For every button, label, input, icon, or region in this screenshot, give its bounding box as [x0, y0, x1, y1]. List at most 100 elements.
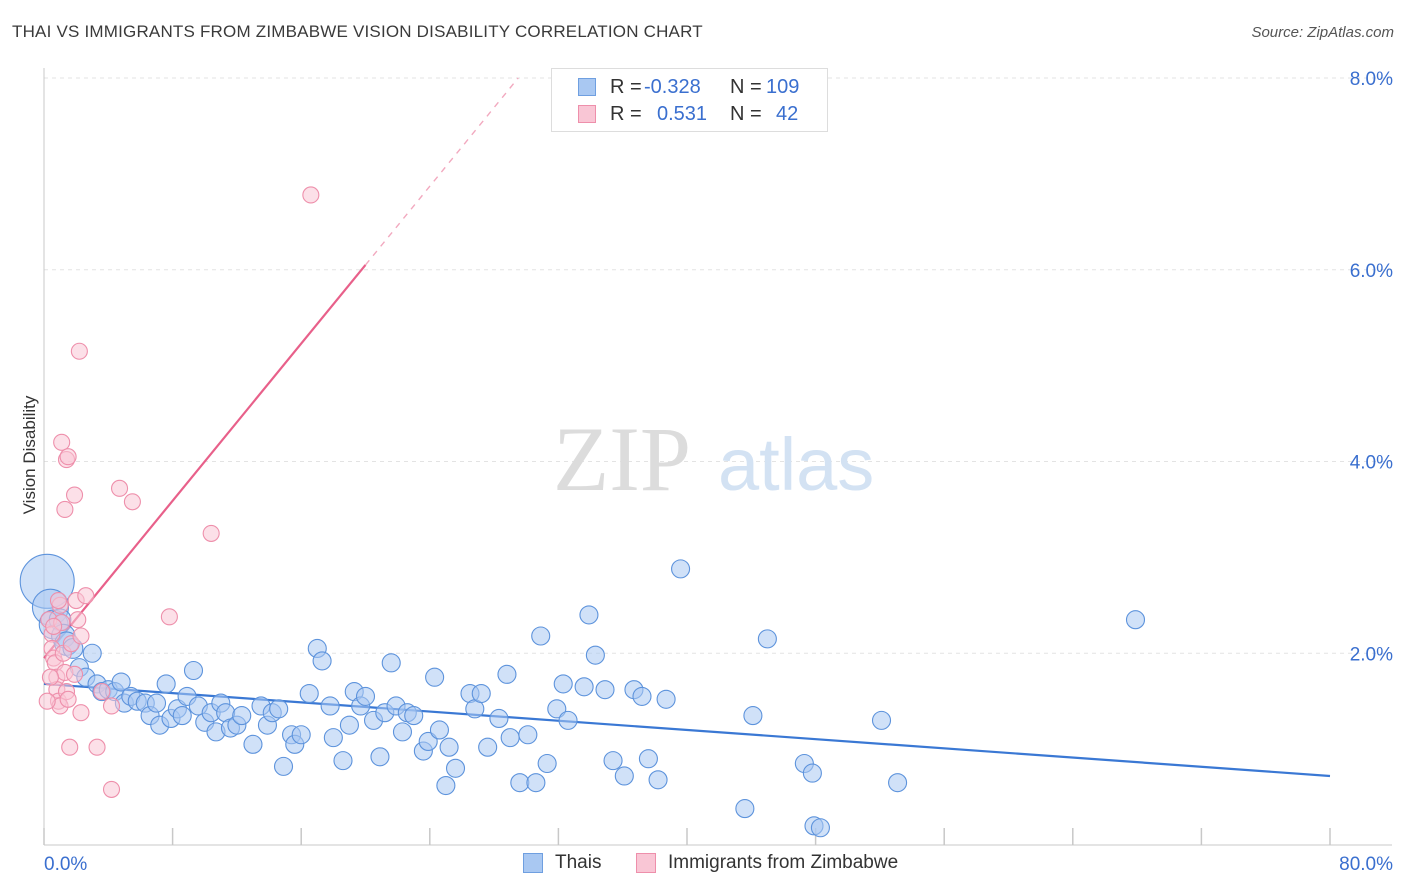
data-point-thais	[320, 696, 340, 716]
legend-swatch-zimbabwe	[636, 853, 656, 873]
data-point-thais	[232, 706, 252, 726]
data-point-thais	[111, 672, 131, 692]
stats-legend: R = -0.328 N = 109 R = 0.531 N = 42	[551, 68, 828, 132]
series-thais	[19, 553, 1146, 838]
data-point-thais	[537, 753, 557, 774]
data-point-thais	[243, 734, 263, 754]
legend-r-value: 0.531	[657, 103, 708, 125]
data-point-zimbabwe	[65, 486, 84, 504]
data-point-thais	[888, 773, 908, 793]
data-point-thais	[531, 626, 551, 646]
data-point-thais	[489, 708, 509, 728]
data-point-zimbabwe	[61, 738, 79, 756]
data-point-zimbabwe	[65, 665, 84, 683]
data-point-thais	[183, 660, 204, 681]
data-point-thais	[146, 693, 167, 713]
data-point-thais	[339, 715, 359, 735]
data-point-thais	[585, 645, 605, 665]
data-point-thais	[156, 674, 176, 694]
data-point-thais	[323, 728, 343, 748]
data-point-thais	[638, 749, 658, 769]
data-point-thais	[299, 683, 319, 704]
data-point-zimbabwe	[70, 342, 88, 360]
chart-title: THAI VS IMMIGRANTS FROM ZIMBABWE VISION …	[12, 22, 703, 41]
data-point-thais	[518, 725, 538, 745]
data-point-thais	[429, 720, 449, 740]
data-point-thais	[500, 728, 520, 748]
data-point-zimbabwe	[59, 448, 77, 466]
data-point-thais	[574, 677, 594, 697]
data-point-thais	[355, 686, 376, 706]
data-point-thais	[553, 674, 573, 694]
data-point-thais	[312, 651, 332, 671]
data-point-thais	[478, 737, 498, 757]
data-point-thais	[735, 799, 755, 819]
data-point-thais	[269, 699, 289, 719]
data-point-thais	[632, 686, 652, 706]
data-point-zimbabwe	[56, 500, 74, 518]
data-point-zimbabwe	[202, 524, 220, 542]
legend-r-label: R =	[610, 103, 642, 125]
legend-r-value: -0.328	[644, 76, 701, 98]
data-point-thais	[404, 706, 424, 726]
data-point-thais	[614, 766, 634, 786]
data-point-thais	[497, 664, 517, 684]
watermark-atlas: atlas	[718, 423, 874, 506]
data-point-thais	[172, 706, 192, 726]
data-point-zimbabwe	[88, 738, 106, 756]
data-point-thais	[603, 751, 623, 771]
data-point-thais	[333, 751, 353, 771]
data-point-thais	[743, 706, 763, 726]
data-point-thais	[810, 818, 830, 838]
data-point-thais	[381, 653, 401, 673]
data-point-thais	[1125, 610, 1146, 630]
x-tick-label: 80.0%	[1339, 854, 1393, 875]
data-point-zimbabwe	[72, 627, 90, 645]
data-point-zimbabwe	[49, 591, 68, 610]
data-point-thais	[82, 643, 102, 663]
data-point-thais	[526, 773, 546, 793]
data-point-zimbabwe	[160, 608, 178, 626]
trendline-zimbabwe-extension	[364, 77, 519, 266]
x-tick-label: 0.0%	[44, 854, 87, 875]
data-point-zimbabwe	[111, 479, 129, 497]
legend-swatch-thais	[523, 853, 543, 873]
data-point-thais	[445, 758, 466, 778]
data-point-zimbabwe	[102, 780, 121, 798]
legend-r-label: R =	[610, 76, 642, 98]
data-point-zimbabwe	[123, 493, 141, 511]
legend-label-thais: Thais	[555, 852, 602, 873]
legend-n-label: N =	[730, 103, 762, 125]
data-point-zimbabwe	[77, 587, 95, 605]
data-point-zimbabwe	[102, 697, 121, 715]
legend-n-value: 109	[766, 76, 800, 98]
legend-label-zimbabwe: Immigrants from Zimbabwe	[668, 852, 899, 873]
data-point-thais	[436, 776, 456, 796]
trendline-zimbabwe	[43, 264, 367, 659]
legend-n-value: 42	[776, 103, 799, 125]
y-axis-label: Vision Disability	[20, 395, 39, 515]
watermark-zip: ZIP	[553, 408, 691, 510]
data-point-zimbabwe	[302, 186, 320, 204]
data-point-thais	[439, 737, 459, 757]
data-point-thais	[273, 756, 294, 776]
data-point-zimbabwe	[72, 704, 90, 722]
legend-swatch-thais	[578, 78, 596, 96]
series-zimbabwe	[38, 186, 320, 798]
y-tick-label: 8.0%	[1350, 69, 1393, 90]
tick-labels: 2.0% 4.0% 6.0% 8.0% 0.0% 80.0%	[44, 69, 1393, 875]
data-point-thais	[547, 699, 567, 719]
source-label: Source: ZipAtlas.com	[1251, 24, 1394, 41]
y-tick-label: 2.0%	[1350, 644, 1393, 665]
data-point-thais	[656, 689, 676, 709]
data-point-thais	[579, 605, 599, 625]
data-point-thais	[392, 722, 413, 742]
y-tick-label: 6.0%	[1350, 261, 1393, 282]
data-point-thais	[802, 763, 822, 783]
data-point-thais	[418, 731, 438, 752]
data-point-thais	[871, 710, 892, 730]
data-point-zimbabwe	[93, 683, 111, 701]
data-point-zimbabwe	[41, 668, 59, 686]
data-point-thais	[757, 629, 777, 649]
